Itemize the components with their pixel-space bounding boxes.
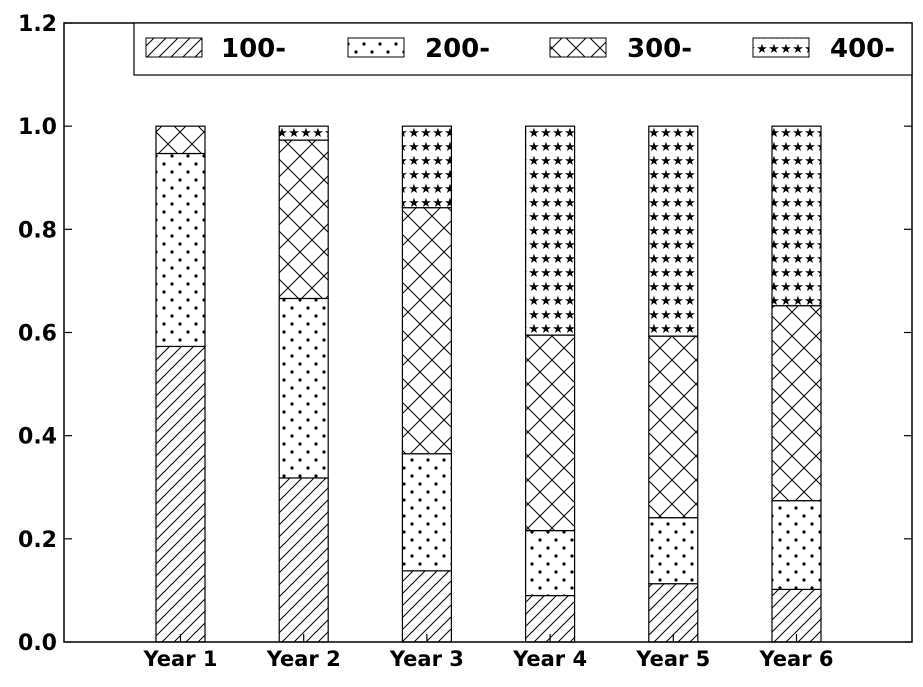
legend-label-300: 300- xyxy=(627,34,692,64)
y-axis: 0.0 0.2 0.4 0.6 0.8 1.0 1.2 xyxy=(18,12,912,656)
y-tick-label: 0.8 xyxy=(18,218,57,243)
legend-label-400: 400- xyxy=(830,34,895,64)
bar-segment-200-year-5 xyxy=(648,517,699,585)
legend: 100- 200- 300- 400- xyxy=(133,22,913,76)
bar-segment-200-year-2 xyxy=(278,297,329,479)
bar-segment-200-year-4 xyxy=(524,529,576,597)
bar-segment-100-year-1 xyxy=(155,345,206,643)
x-tick-label: Year 4 xyxy=(512,647,587,671)
bar-segment-300-year-1 xyxy=(155,125,206,155)
legend-label-200: 200- xyxy=(425,34,490,64)
legend-swatch-200 xyxy=(347,37,405,58)
legend-label-100: 100- xyxy=(221,34,286,64)
bar-segment-100-year-5 xyxy=(648,583,699,643)
bar-segment-400-year-3 xyxy=(401,125,452,209)
bars xyxy=(155,125,822,643)
x-tick-label: Year 3 xyxy=(389,647,464,671)
bar-segment-400-year-2 xyxy=(278,125,329,141)
bar-segment-200-year-3 xyxy=(401,453,452,572)
legend-swatch-100 xyxy=(145,37,203,58)
bar-segment-200-year-6 xyxy=(771,500,822,590)
bar-segment-400-year-4 xyxy=(524,125,576,336)
x-tick-label: Year 6 xyxy=(759,647,834,671)
y-tick-label: 1.2 xyxy=(18,12,57,37)
bar-segment-300-year-6 xyxy=(771,305,822,502)
y-tick-label: 1.0 xyxy=(18,115,57,140)
bar-segment-300-year-2 xyxy=(278,139,329,300)
bar-segment-100-year-3 xyxy=(401,570,452,643)
y-tick-label: 0.4 xyxy=(18,425,57,450)
bar-segment-400-year-5 xyxy=(648,125,699,337)
y-tick-label: 0.0 xyxy=(18,631,57,656)
y-tick-label: 0.2 xyxy=(18,528,57,553)
bar-segment-300-year-3 xyxy=(401,207,452,455)
x-tick-label: Year 5 xyxy=(635,647,710,671)
x-tick-label: Year 2 xyxy=(266,647,341,671)
bar-segment-300-year-5 xyxy=(648,335,699,519)
x-axis: Year 1 Year 2 Year 3 Year 4 Year 5 Year 6 xyxy=(143,23,834,671)
bar-segment-200-year-1 xyxy=(155,152,206,348)
x-tick-label: Year 1 xyxy=(143,647,218,671)
bar-segment-400-year-6 xyxy=(771,125,822,307)
legend-swatch-300 xyxy=(549,37,607,58)
legend-swatch-400 xyxy=(752,37,810,58)
bar-segment-100-year-2 xyxy=(278,477,329,643)
y-tick-label: 0.6 xyxy=(18,322,57,347)
bar-segment-100-year-6 xyxy=(771,588,822,643)
bar-segment-300-year-4 xyxy=(524,334,576,532)
